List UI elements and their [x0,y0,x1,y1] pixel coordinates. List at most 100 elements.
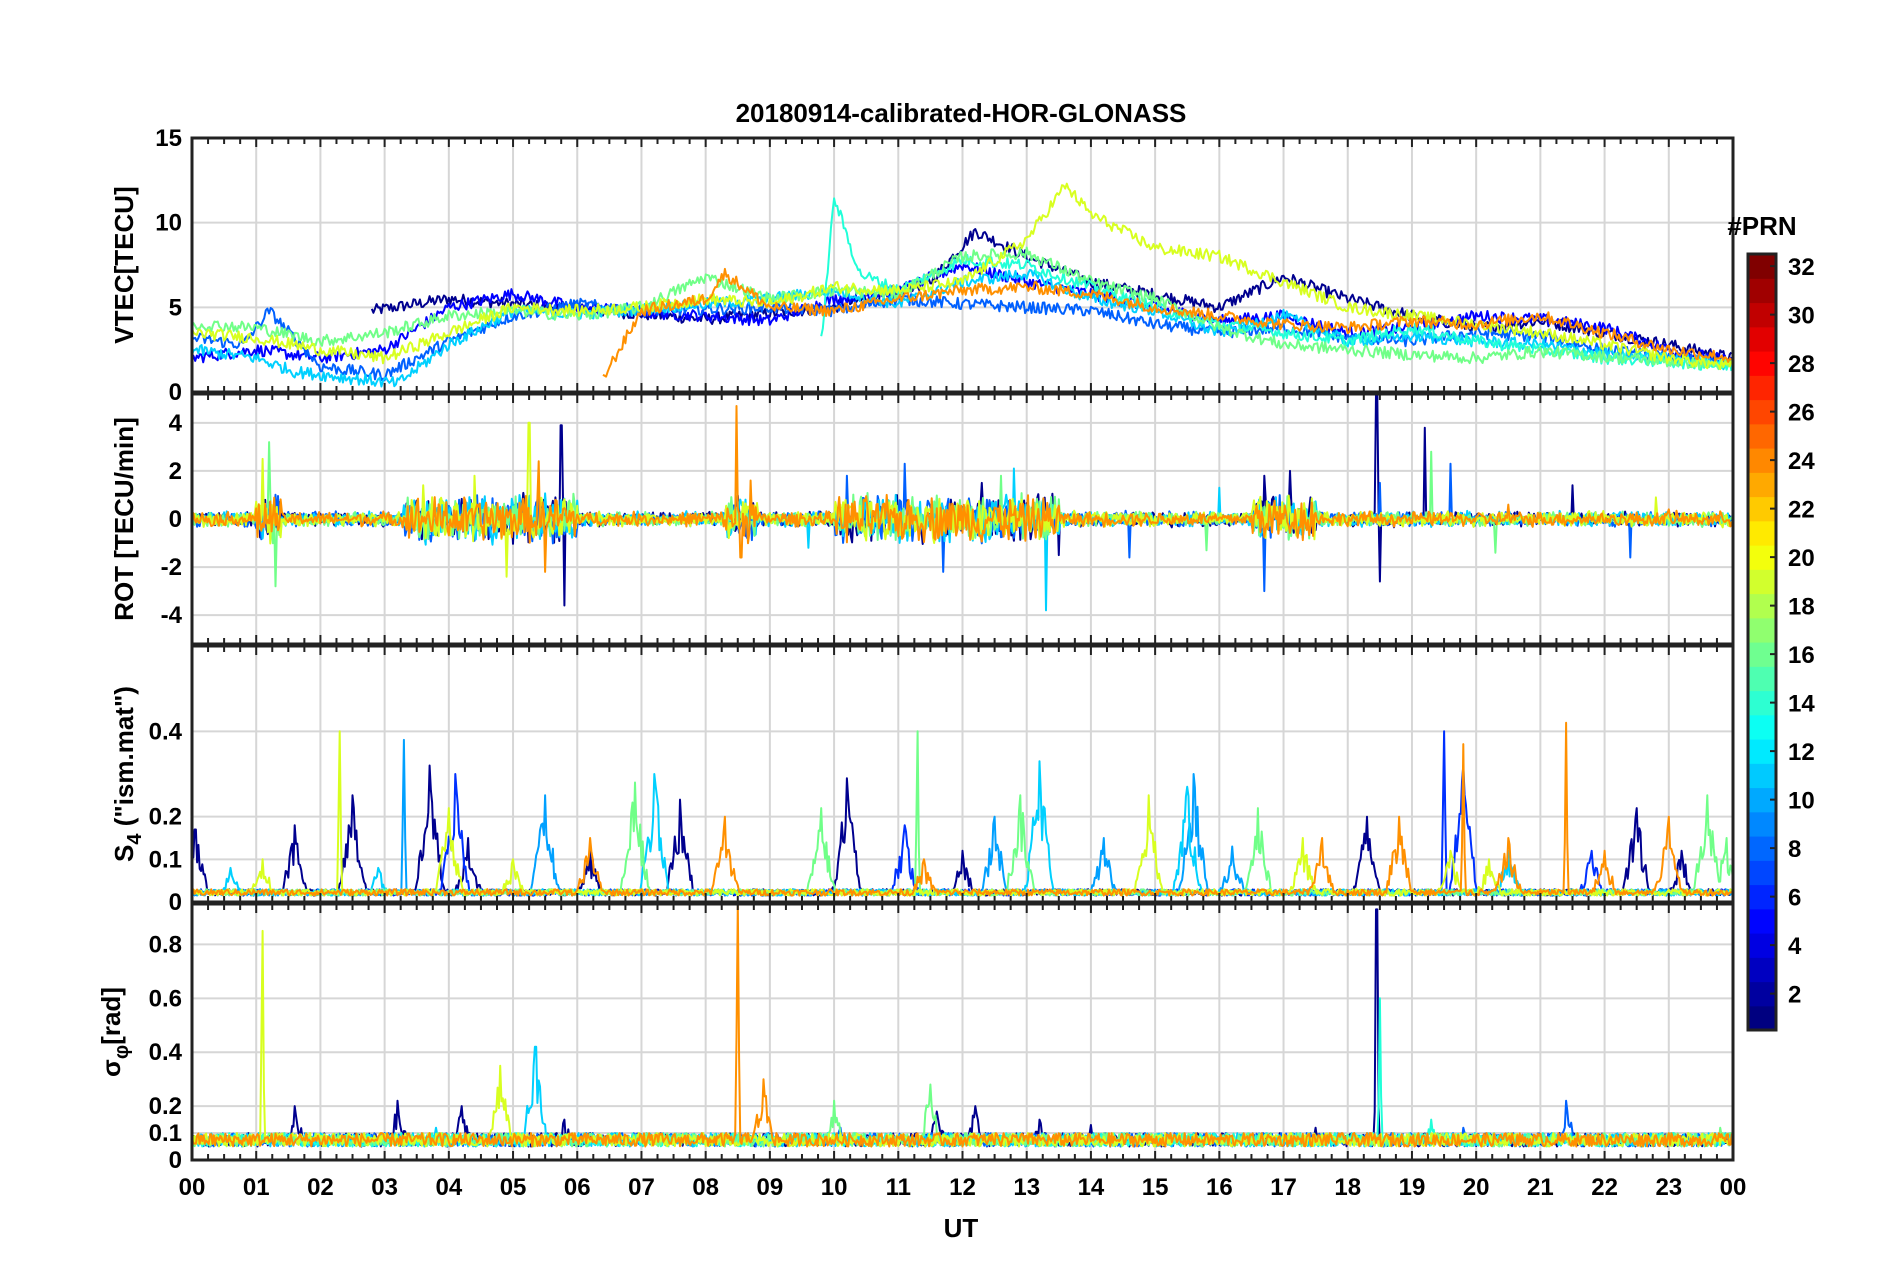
colorbar-tick-label: 22 [1788,497,1815,524]
colorbar-tick-label: 14 [1788,691,1815,718]
y-tick-label: -2 [161,554,182,581]
y-tick-label: 0 [169,1147,182,1174]
colorbar-tick-label: 6 [1788,885,1801,912]
series-prn-6 [192,730,1733,897]
x-tick-label: 01 [243,1174,270,1201]
series-prn-4 [192,262,1733,368]
y-tick-label: 0 [169,506,182,533]
y-axis-label: ROT [TECU/min] [109,417,139,621]
x-tick-label: 14 [1078,1174,1105,1201]
series-prn-22 [192,904,1733,1148]
x-axis-ticks: 00 01 02 03 04 05 06 07 08 09 10 11 12 13 14 15 16 17 18 19… [179,1174,1747,1201]
y-tick-label: 0.1 [149,846,182,873]
colorbar-segment [1748,423,1776,449]
colorbar-tick-label: 4 [1788,933,1802,960]
colorbar-tick-label: 18 [1788,594,1815,621]
x-tick-label: 20 [1463,1174,1490,1201]
colorbar-segment [1748,472,1776,498]
colorbar-tick-label: 8 [1788,836,1801,863]
colorbar-segment [1748,617,1776,643]
series-prn-22 [602,267,1733,378]
y-tick-label: 0.4 [149,1039,183,1066]
x-tick-label: 04 [435,1174,462,1201]
x-tick-label: 07 [628,1174,655,1201]
colorbar-tick-label: 16 [1788,642,1815,669]
colorbar-segment [1748,811,1776,837]
x-tick-label: 10 [821,1174,848,1201]
colorbar-segment [1748,375,1776,401]
y-axis-label: VTEC[TECU] [109,186,139,343]
colorbar-tick-label: 10 [1788,788,1815,815]
y-tick-label: 5 [169,294,182,321]
panel-vtec: 0 5 10 15 VTEC[TECU] [109,125,1735,406]
colorbar-segment [1748,957,1776,983]
colorbar-tick-label: 28 [1788,351,1815,378]
y-axis-label: σφ[rad] [96,987,133,1077]
colorbar-tick-label: 32 [1788,254,1815,281]
series-prn-22 [192,405,1733,573]
colorbar-frame [1746,252,1778,1032]
x-tick-label: 09 [757,1174,784,1201]
x-axis-label: UT [944,1213,979,1243]
colorbar-segment [1748,1005,1776,1031]
series-prn-14 [820,197,1733,372]
x-tick-label: 03 [371,1174,398,1201]
y-tick-label: 0.2 [149,804,182,831]
x-tick-label: 12 [949,1174,976,1201]
x-tick-label: 06 [564,1174,591,1201]
colorbar-tick-label: 12 [1788,739,1815,766]
y-tick-label: 15 [155,125,182,152]
x-tick-label: 21 [1527,1174,1554,1201]
chart-title: 20180914-calibrated-HOR-GLONASS [736,98,1187,128]
colorbar-segment [1748,326,1776,352]
panel-s4: 0 0.1 0.2 0.4S4 ("ism.mat") [109,644,1735,916]
colorbar-title: #PRN [1727,211,1796,241]
x-tick-label: 18 [1334,1174,1361,1201]
panel-sigma-phi: 00.10.2 0.4 0.6 0.8 σφ[rad] [96,902,1735,1174]
colorbar-segment [1748,278,1776,304]
colorbar-segment [1748,666,1776,692]
series-prn-16 [192,1083,1733,1148]
series-prn-12 [192,268,1732,388]
y-tick-label: 0.4 [149,718,183,745]
colorbar-tick-label: 24 [1788,448,1815,475]
colorbar-tick-label: 2 [1788,982,1801,1009]
x-tick-label: 00 [179,1174,206,1201]
x-tick-label: 13 [1013,1174,1040,1201]
colorbar-tick-label: 26 [1788,400,1815,427]
panel-rot: -4 -2 0 2 4 ROT [TECU/min] [109,392,1735,646]
colorbar-segment [1748,520,1776,546]
colorbar-segment [1748,714,1776,740]
x-tick-label: 17 [1270,1174,1297,1201]
y-tick-label: 0.2 [149,1093,182,1120]
y-tick-label: 0 [169,379,182,406]
x-tick-label: 08 [692,1174,719,1201]
y-axis-label: S4 ("ism.mat") [109,686,146,862]
x-tick-label: 23 [1655,1174,1682,1201]
x-tick-label: 19 [1399,1174,1426,1201]
colorbar-segment [1748,763,1776,789]
x-tick-label: 02 [307,1174,334,1201]
series-prn-16 [192,246,1733,371]
x-tick-label: 15 [1142,1174,1169,1201]
x-tick-label: 00 [1720,1174,1747,1201]
colorbar-tick-label: 20 [1788,545,1815,572]
colorbar-tick-label: 30 [1788,303,1815,330]
x-tick-label: 16 [1206,1174,1233,1201]
x-tick-label: 05 [500,1174,527,1201]
y-tick-label: -4 [161,602,183,629]
x-tick-label: 11 [886,1174,911,1201]
x-tick-label: 22 [1591,1174,1618,1201]
colorbar-segment [1748,569,1776,595]
colorbar-segment [1748,908,1776,934]
colorbar-segment [1748,860,1776,886]
y-tick-label: 0.8 [149,931,182,958]
y-tick-label: 0.6 [149,985,182,1012]
y-tick-label: 0.1 [149,1120,182,1147]
y-tick-label: 10 [155,210,182,237]
y-tick-label: 4 [169,410,183,437]
y-tick-label: 2 [169,458,182,485]
y-tick-label: 0 [169,889,182,916]
